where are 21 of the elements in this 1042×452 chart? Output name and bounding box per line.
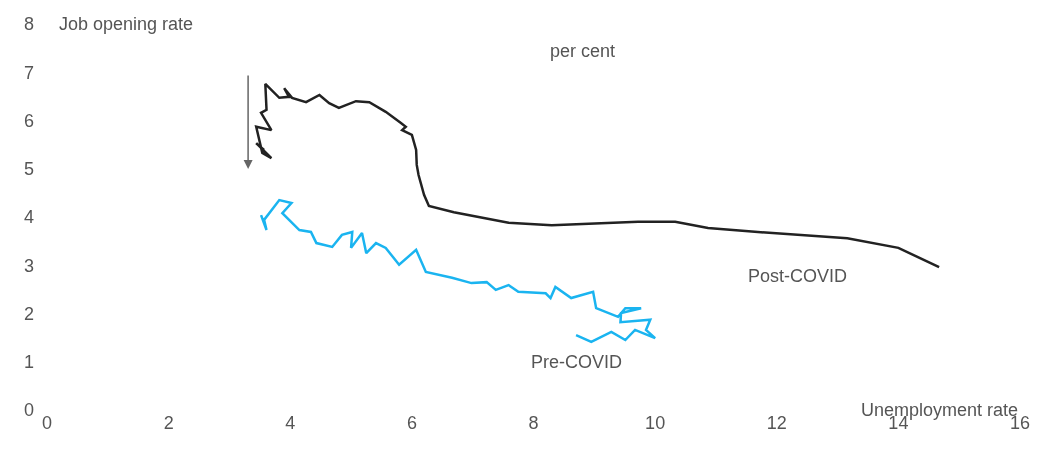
y-tick-label: 4 — [23, 207, 34, 228]
series-label: Post-COVID — [748, 266, 848, 286]
y-tick-label: 2 — [23, 303, 34, 324]
x-tick-label: 10 — [645, 413, 666, 433]
x-tick-label: 0 — [41, 413, 53, 433]
y-tick-label: 7 — [23, 62, 34, 83]
x-tick-label: 4 — [285, 413, 296, 433]
y-tick-label: 8 — [23, 14, 34, 35]
text: per cent — [550, 41, 616, 61]
x-tick-label: 6 — [406, 413, 417, 433]
line-series — [254, 82, 941, 269]
x-tick-label: 12 — [766, 413, 787, 433]
y-tick-label: 5 — [23, 159, 34, 180]
y-tick-label: 1 — [23, 352, 34, 373]
series-label: Pre-COVID — [531, 352, 623, 372]
x-tick-label: 8 — [528, 413, 539, 433]
y-tick-label: 3 — [23, 255, 34, 276]
y-tick-label: 6 — [23, 110, 34, 131]
line-series — [259, 198, 657, 344]
x-tick-label: 2 — [163, 413, 174, 433]
y-axis-title: Job opening rate — [59, 14, 194, 34]
